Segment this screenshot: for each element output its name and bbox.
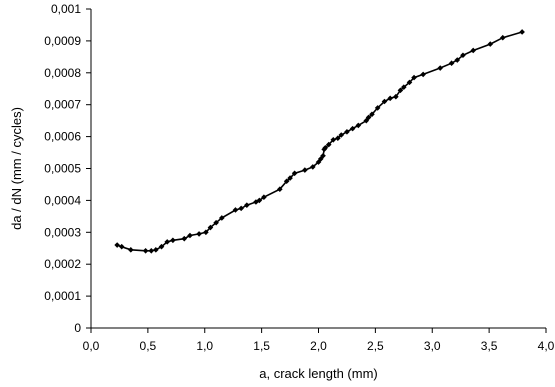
data-point — [519, 29, 525, 35]
data-point — [114, 242, 120, 248]
data-point — [420, 71, 426, 78]
data-point — [148, 248, 155, 254]
data-point — [232, 207, 239, 213]
data-point — [277, 186, 283, 193]
y-tick-label: 0,0008 — [44, 66, 81, 80]
data-point — [330, 136, 337, 143]
y-tick-label: 0,001 — [51, 2, 81, 16]
data-point — [118, 243, 125, 250]
data-point — [256, 197, 263, 204]
x-tick-label: 3,5 — [481, 339, 498, 353]
data-point — [164, 239, 171, 245]
data-point — [287, 175, 293, 181]
data-point — [302, 167, 308, 173]
data-point — [411, 74, 417, 81]
y-tick-label: 0,0004 — [44, 193, 81, 207]
data-point — [344, 129, 350, 135]
data-point — [387, 95, 393, 102]
y-tick-label: 0,0006 — [44, 130, 81, 144]
data-point — [460, 52, 466, 59]
data-point — [406, 79, 413, 86]
data-point — [470, 47, 476, 54]
data-point — [437, 65, 444, 71]
data-point — [320, 152, 326, 159]
data-point — [203, 229, 209, 236]
x-tick-label: 2,0 — [310, 339, 327, 353]
x-tick-label: 3,0 — [424, 339, 441, 353]
data-point — [335, 135, 341, 141]
data-point — [374, 105, 381, 111]
data-point — [219, 215, 225, 221]
data-point — [310, 164, 316, 170]
x-tick-label: 1,5 — [253, 339, 270, 353]
x-tick-label: 2,5 — [367, 339, 384, 353]
series-markers — [114, 29, 525, 254]
y-tick-label: 0,0007 — [44, 98, 81, 112]
data-point — [261, 194, 267, 201]
y-tick-label: 0 — [74, 321, 81, 335]
data-point — [142, 248, 149, 254]
data-point — [454, 57, 461, 63]
y-tick-label: 0,0005 — [44, 162, 81, 176]
data-point — [291, 170, 298, 177]
y-tick-label: 0,0003 — [44, 225, 81, 239]
data-point — [322, 144, 329, 151]
data-point — [207, 224, 214, 231]
data-point — [181, 235, 188, 242]
y-tick-label: 0,0002 — [44, 257, 81, 271]
data-point — [369, 111, 375, 118]
data-point — [499, 34, 506, 41]
data-point — [317, 156, 324, 162]
data-point — [397, 87, 404, 94]
data-point — [196, 231, 202, 237]
x-axis-ticks: 0,0 0,5 1,0 1,5 2,0 2,5 3,0 3,5 4,0 — [83, 328, 555, 353]
data-point — [365, 114, 372, 121]
data-point — [128, 247, 134, 253]
data-point — [381, 98, 388, 105]
data-point — [355, 122, 362, 129]
y-axis-ticks: 0 0,0001 0,0002 0,0003 0,0004 0,0005 0,0006 0,0… — [44, 2, 91, 335]
x-axis-title: a, crack length (mm) — [259, 366, 377, 381]
y-axis-title: da / dN (mm / cycles) — [9, 107, 24, 230]
x-tick-label: 4,0 — [538, 339, 555, 353]
data-point — [448, 60, 455, 67]
data-point — [153, 247, 159, 253]
data-point — [238, 205, 244, 212]
y-tick-label: 0,0001 — [44, 289, 81, 303]
data-point — [158, 243, 165, 250]
data-point — [349, 125, 356, 132]
y-tick-label: 0,0009 — [44, 34, 81, 48]
data-point — [283, 178, 290, 185]
data-point — [393, 93, 399, 100]
data-point — [325, 141, 332, 148]
data-point — [213, 219, 219, 226]
x-tick-label: 0,5 — [140, 339, 157, 353]
x-tick-label: 1,0 — [196, 339, 213, 353]
data-point — [187, 232, 193, 239]
x-tick-label: 0,0 — [83, 339, 100, 353]
data-point — [487, 41, 494, 47]
data-point — [338, 132, 345, 138]
series-line — [116, 31, 523, 252]
data-point — [401, 84, 407, 90]
data-point — [363, 117, 370, 124]
data-point — [244, 202, 250, 208]
data-point — [170, 237, 176, 244]
